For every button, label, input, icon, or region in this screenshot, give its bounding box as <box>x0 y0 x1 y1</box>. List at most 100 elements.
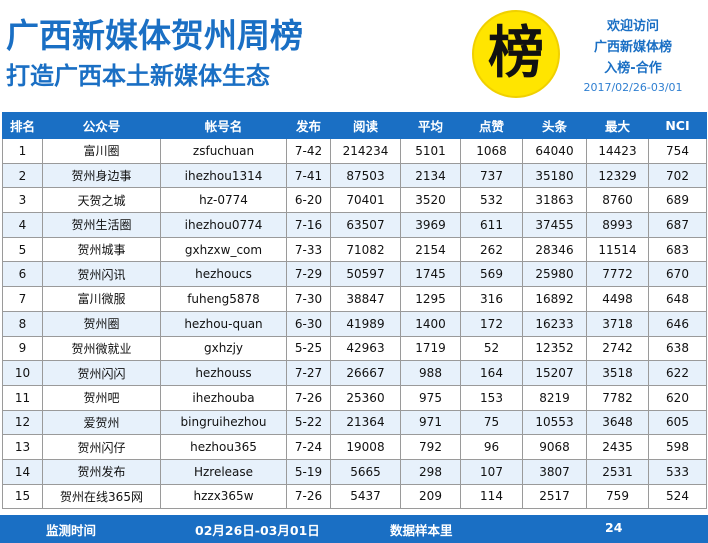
column-header: 发布 <box>286 112 331 139</box>
table-cell: 贺州闪讯 <box>42 261 161 288</box>
table-cell: 2 <box>2 162 43 189</box>
table-cell: 2517 <box>522 483 587 510</box>
table-cell: bingruihezhou <box>160 409 287 436</box>
table-cell: 7-26 <box>286 483 331 510</box>
table-cell: 7-29 <box>286 261 331 288</box>
table-cell: 38847 <box>330 286 401 312</box>
table-cell: 605 <box>648 409 707 436</box>
page-title: 广西新媒体贺州周榜 <box>6 16 303 55</box>
table-cell: 3807 <box>522 458 587 485</box>
table-cell: 25360 <box>330 384 401 411</box>
table-cell: hezhoucs <box>160 261 287 288</box>
table-cell: 75 <box>460 409 523 436</box>
table-cell: 670 <box>648 261 707 288</box>
table-cell: 42963 <box>330 335 401 362</box>
header: 广西新媒体贺州周榜 打造广西本土新媒体生态 榜 欢迎访问 广西新媒体榜 入榜-合… <box>0 0 708 112</box>
table-cell: 5101 <box>400 138 461 164</box>
table-cell: 971 <box>400 409 461 436</box>
table-cell: 7-26 <box>286 384 331 411</box>
table-cell: 7-33 <box>286 236 331 263</box>
table-cell: 7-41 <box>286 162 331 189</box>
table-cell: 2531 <box>586 458 649 485</box>
table-cell: ihezhouba <box>160 384 287 411</box>
table-cell: 28346 <box>522 236 587 263</box>
promo-site-name: 广西新媒体榜 <box>593 40 672 55</box>
table-cell: 6-30 <box>286 310 331 337</box>
table-cell: 71082 <box>330 236 401 263</box>
rank-badge-icon: 榜 <box>472 10 560 98</box>
column-header: 帐号名 <box>160 112 287 139</box>
table-cell: 3518 <box>586 360 649 386</box>
table-cell: 贺州微就业 <box>42 335 161 362</box>
table-cell: 792 <box>400 434 461 460</box>
table-cell: 12352 <box>522 335 587 362</box>
table-cell: 8 <box>2 310 43 337</box>
table-cell: 14 <box>2 458 43 485</box>
table-cell: 37455 <box>522 212 587 238</box>
table-cell: 13 <box>2 434 43 460</box>
table-cell: 天贺之城 <box>42 187 161 214</box>
table-cell: 114 <box>460 483 523 510</box>
table-cell: 298 <box>400 458 461 485</box>
table-row: 15 贺州在线365网 hzzx365w 7-26 5437 209 114 2517 759 5… <box>2 483 707 510</box>
table-cell: 702 <box>648 162 707 189</box>
table-row: 3 天贺之城 hz-0774 6-20 70401 3520 532 31863 8760 689 <box>2 187 707 214</box>
table-cell: 15 <box>2 483 43 510</box>
table-cell: 759 <box>586 483 649 510</box>
table-cell: 25980 <box>522 261 587 288</box>
table-cell: 3718 <box>586 310 649 337</box>
table-cell: 5-19 <box>286 458 331 485</box>
table-cell: 3 <box>2 187 43 214</box>
table-row: 14 贺州发布 Hzrelease 5-19 5665 298 107 3807 2531 533 <box>2 458 707 485</box>
table-cell: 7-16 <box>286 212 331 238</box>
table-cell: 622 <box>648 360 707 386</box>
table-cell: 1068 <box>460 138 523 164</box>
table-cell: 10 <box>2 360 43 386</box>
table-cell: 8760 <box>586 187 649 214</box>
table-cell: 7 <box>2 286 43 312</box>
table-cell: ihezhou0774 <box>160 212 287 238</box>
ranking-table: 排名 公众号 帐号名 发布 阅读 平均 点赞 头条 最大 NCI 1 富川圈 zsfuchuan 7-4… <box>2 112 707 510</box>
table-cell: 533 <box>648 458 707 485</box>
table-cell: 164 <box>460 360 523 386</box>
table-cell: 5 <box>2 236 43 263</box>
table-cell: 64040 <box>522 138 587 164</box>
table-row: 9 贺州微就业 gxhzjy 5-25 42963 1719 52 12352 2742 638 <box>2 335 707 362</box>
table-cell: 8993 <box>586 212 649 238</box>
table-cell: 爱贺州 <box>42 409 161 436</box>
table-cell: ihezhou1314 <box>160 162 287 189</box>
column-header: 点赞 <box>460 112 523 139</box>
table-cell: fuheng5878 <box>160 286 287 312</box>
table-cell: 2134 <box>400 162 461 189</box>
table-cell: 172 <box>460 310 523 337</box>
table-cell: 35180 <box>522 162 587 189</box>
table-cell: 1745 <box>400 261 461 288</box>
table-cell: 10553 <box>522 409 587 436</box>
date-range: 2017/02/26-03/01 <box>583 81 683 94</box>
table-cell: 611 <box>460 212 523 238</box>
table-row: 4 贺州生活圈 ihezhou0774 7-16 63507 3969 611 37455 89… <box>2 212 707 238</box>
table-cell: 153 <box>460 384 523 411</box>
table-cell: 41989 <box>330 310 401 337</box>
table-cell: 1295 <box>400 286 461 312</box>
table-cell: 7772 <box>586 261 649 288</box>
footer-period-value: 02月26日-03月01日 <box>195 523 320 538</box>
table-cell: 富川圈 <box>42 138 161 164</box>
table-cell: 648 <box>648 286 707 312</box>
table-row: 11 贺州吧 ihezhouba 7-26 25360 975 153 8219 7782 620 <box>2 384 707 411</box>
table-row: 7 富川微服 fuheng5878 7-30 38847 1295 316 16892 4498… <box>2 286 707 312</box>
table-cell: hz-0774 <box>160 187 287 214</box>
table-row: 12 爱贺州 bingruihezhou 5-22 21364 971 75 10553 364… <box>2 409 707 436</box>
table-cell: 2435 <box>586 434 649 460</box>
table-cell: 988 <box>400 360 461 386</box>
table-cell: 63507 <box>330 212 401 238</box>
table-cell: 1 <box>2 138 43 164</box>
table-cell: 5437 <box>330 483 401 510</box>
table-cell: 16233 <box>522 310 587 337</box>
footer-period-label: 监测时间 <box>46 523 97 538</box>
table-cell: 5-22 <box>286 409 331 436</box>
table-cell: 贺州吧 <box>42 384 161 411</box>
footer-sample-value: 24 <box>605 520 623 535</box>
table-cell: 638 <box>648 335 707 362</box>
table-cell: 贺州发布 <box>42 458 161 485</box>
